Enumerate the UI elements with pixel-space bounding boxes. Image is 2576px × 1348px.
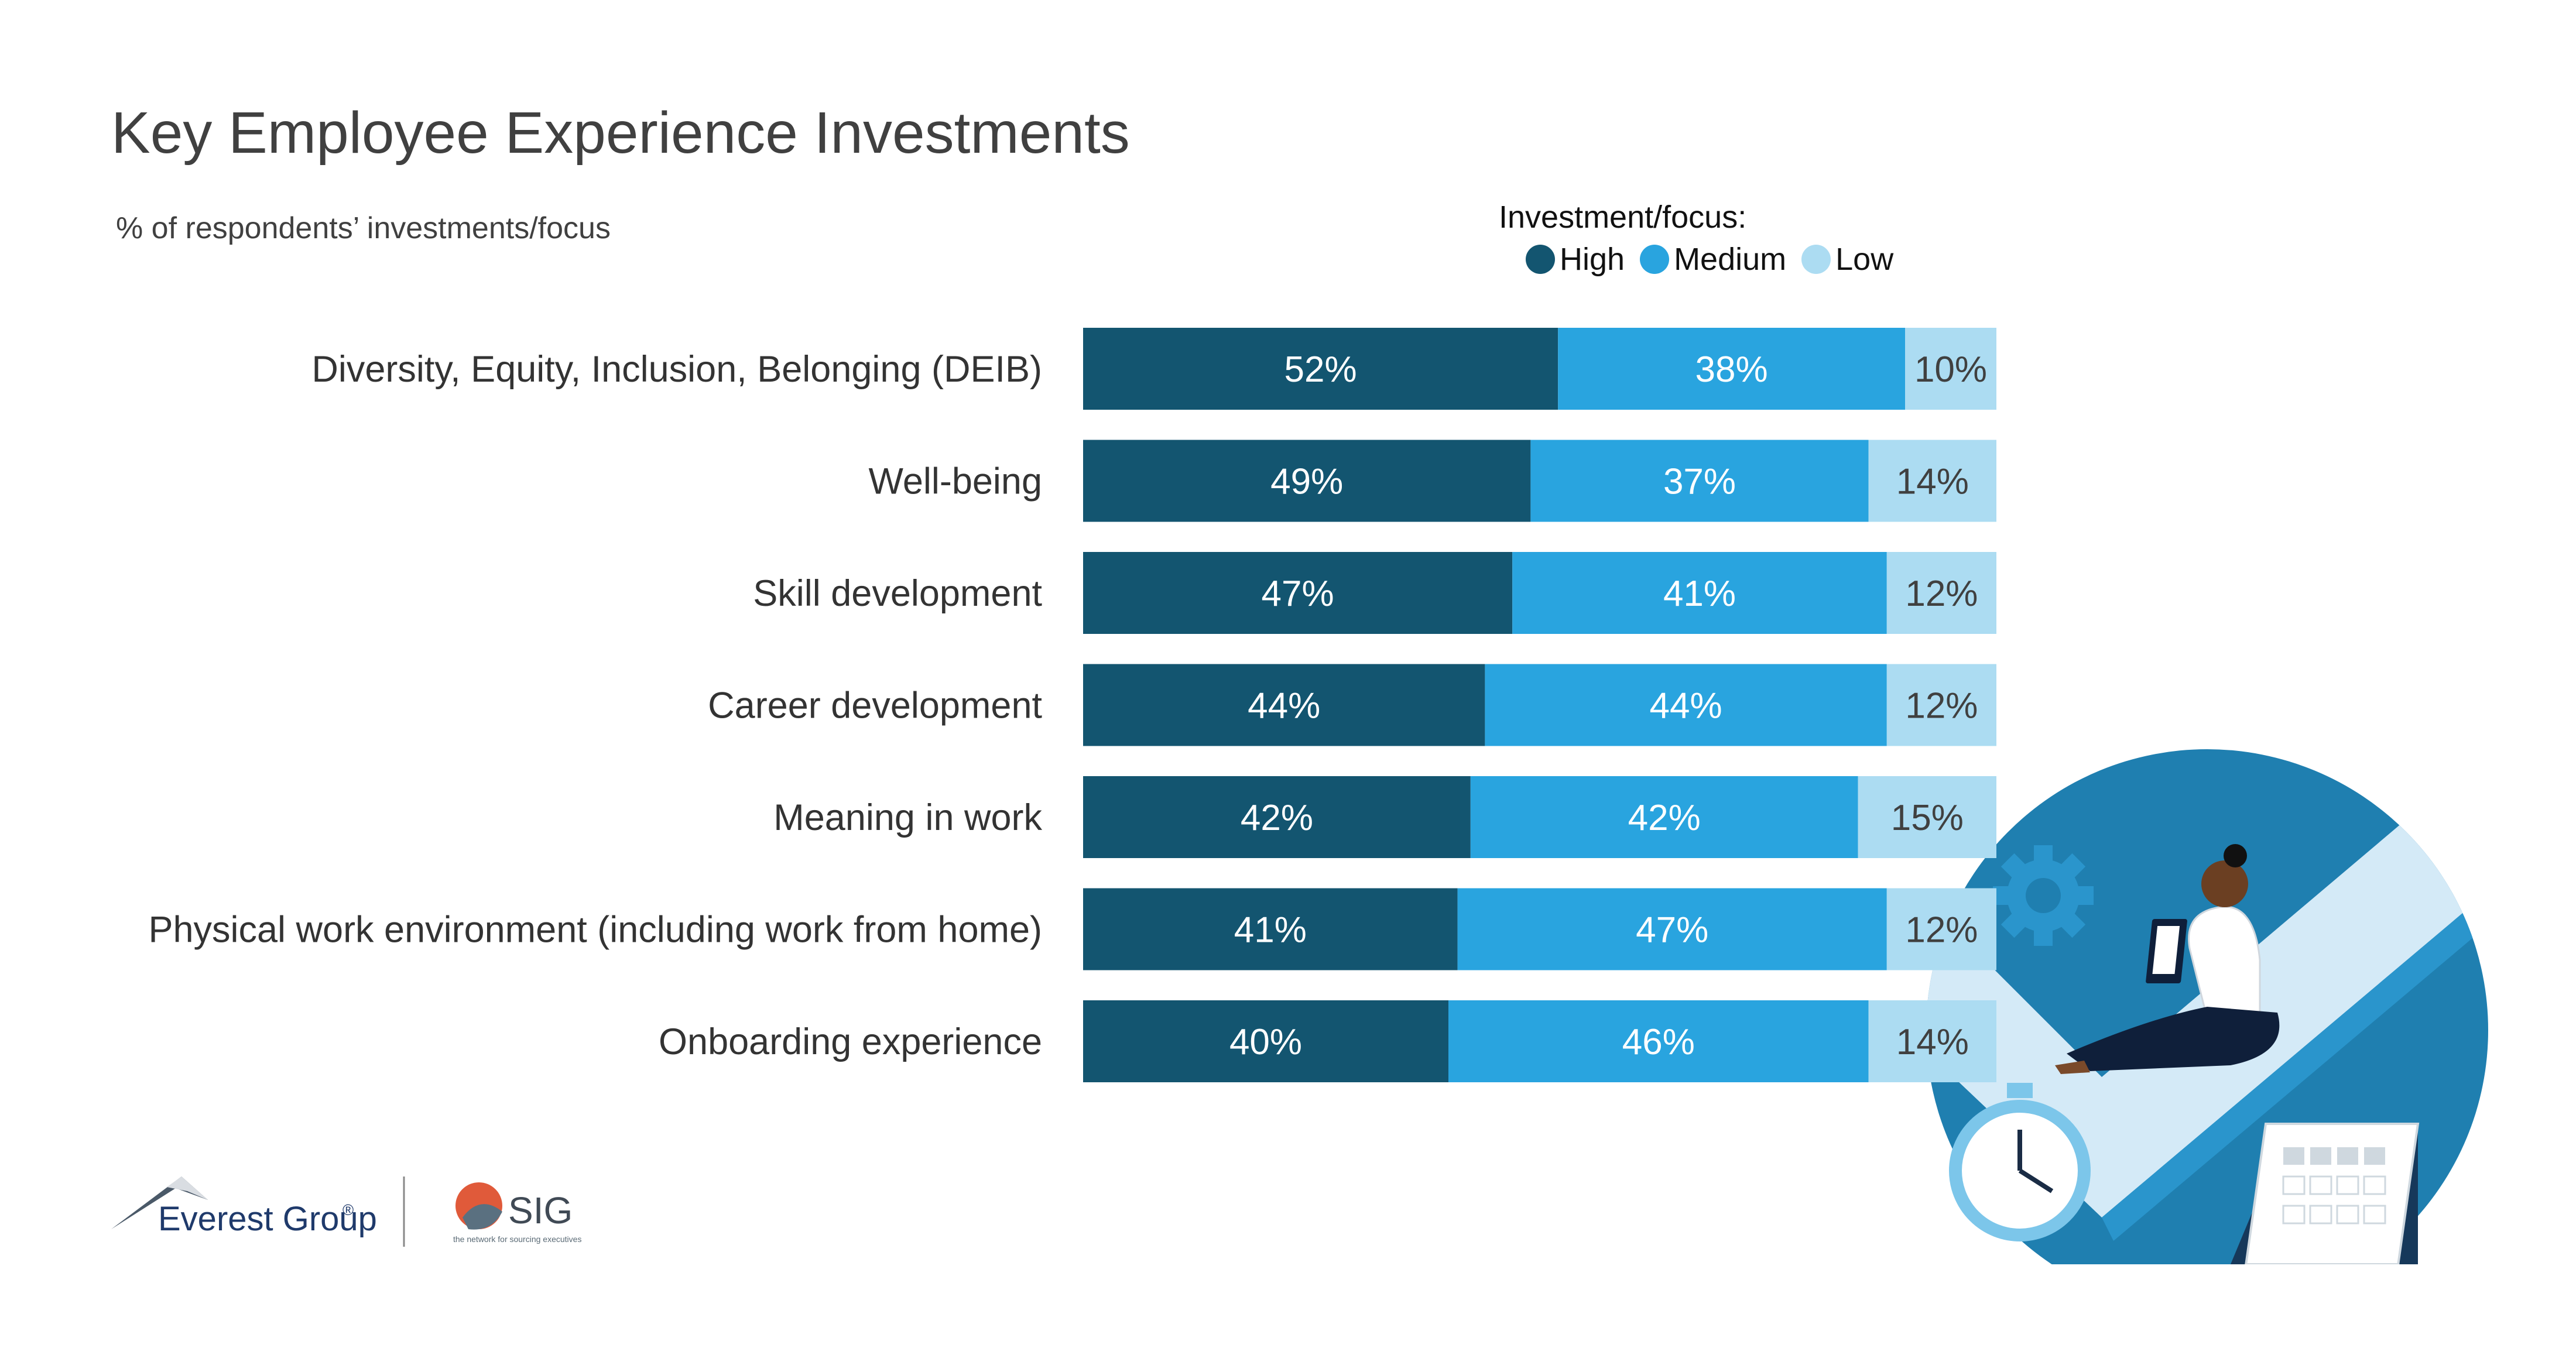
category-label-physical-work-environment-including-work-from-home: Physical work environment (including wor… bbox=[148, 910, 1042, 951]
bar-medium-skill-development bbox=[1512, 552, 1887, 634]
bar-high-physical-work-environment-including-work-from-home bbox=[1083, 888, 1458, 970]
bar-low-meaning-in-work bbox=[1858, 776, 1996, 858]
legend-title: Investment/focus: bbox=[1499, 200, 1747, 235]
legend-items: High Medium Low bbox=[1499, 241, 1893, 277]
data-label-low-career-development: 12% bbox=[1905, 686, 1978, 726]
data-label-low-well-being: 14% bbox=[1896, 462, 1969, 502]
category-label-meaning-in-work: Meaning in work bbox=[773, 797, 1042, 838]
data-label-low-physical-work-environment-including-work-from-home: 12% bbox=[1905, 910, 1978, 951]
data-label-low-diversity-equity-inclusion-belonging-deib: 10% bbox=[1914, 349, 1987, 390]
everest-group-text: Everest Group bbox=[158, 1200, 377, 1238]
bar-low-onboarding-experience bbox=[1868, 1000, 1996, 1082]
bar-low-skill-development bbox=[1886, 552, 1996, 634]
bar-medium-physical-work-environment-including-work-from-home bbox=[1457, 888, 1887, 970]
logos: Everest Group ® SIG the network for sour… bbox=[111, 1177, 581, 1247]
bar-low-diversity-equity-inclusion-belonging-deib bbox=[1905, 328, 1996, 410]
stopwatch-icon bbox=[1949, 1083, 2091, 1241]
legend-item-high: High bbox=[1526, 241, 1625, 277]
data-label-medium-meaning-in-work: 42% bbox=[1628, 798, 1701, 838]
legend-label-low: Low bbox=[1835, 242, 1894, 277]
data-label-high-skill-development: 47% bbox=[1262, 574, 1334, 614]
legend-swatch-low bbox=[1801, 245, 1831, 274]
data-label-medium-diversity-equity-inclusion-belonging-deib: 38% bbox=[1695, 349, 1768, 390]
category-label-skill-development: Skill development bbox=[753, 573, 1042, 614]
bar-high-onboarding-experience bbox=[1083, 1000, 1448, 1082]
legend-item-medium: Medium bbox=[1640, 241, 1786, 277]
data-label-high-career-development: 44% bbox=[1248, 686, 1320, 726]
bar-low-well-being bbox=[1868, 440, 1996, 522]
data-label-low-onboarding-experience: 14% bbox=[1896, 1022, 1969, 1062]
sig-text: SIG bbox=[508, 1189, 573, 1232]
data-label-high-well-being: 49% bbox=[1270, 462, 1343, 502]
data-label-high-diversity-equity-inclusion-belonging-deib: 52% bbox=[1284, 349, 1357, 390]
person-with-laptop-icon bbox=[2055, 844, 2280, 1074]
data-label-high-onboarding-experience: 40% bbox=[1229, 1022, 1302, 1062]
bar-medium-diversity-equity-inclusion-belonging-deib bbox=[1558, 328, 1905, 410]
data-label-high-meaning-in-work: 42% bbox=[1241, 798, 1313, 838]
bar-low-physical-work-environment-including-work-from-home bbox=[1886, 888, 1996, 970]
calendar-icon bbox=[2231, 1123, 2420, 1264]
sig-tagline: the network for sourcing executives bbox=[453, 1234, 581, 1244]
category-label-diversity-equity-inclusion-belonging-deib: Diversity, Equity, Inclusion, Belonging … bbox=[311, 349, 1042, 390]
category-label-well-being: Well-being bbox=[869, 461, 1042, 502]
legend-label-high: High bbox=[1560, 242, 1625, 277]
legend-item-low: Low bbox=[1801, 241, 1893, 277]
legend-swatch-medium bbox=[1640, 245, 1670, 274]
employee-illustration bbox=[1926, 749, 2488, 1264]
sig-logo: SIG the network for sourcing executives bbox=[453, 1182, 581, 1244]
bar-high-skill-development bbox=[1083, 552, 1513, 634]
data-label-medium-career-development: 44% bbox=[1650, 686, 1722, 726]
bar-high-meaning-in-work bbox=[1083, 776, 1471, 858]
checkmark-shadow bbox=[2102, 901, 2488, 1241]
data-label-high-physical-work-environment-including-work-from-home: 41% bbox=[1234, 910, 1307, 951]
bar-high-diversity-equity-inclusion-belonging-deib bbox=[1083, 328, 1558, 410]
bar-low-career-development bbox=[1886, 664, 1996, 746]
bar-medium-onboarding-experience bbox=[1448, 1000, 1869, 1082]
everest-group-logo: Everest Group ® bbox=[111, 1177, 377, 1238]
registered-mark: ® bbox=[342, 1201, 354, 1219]
chart-subtitle: % of respondents’ investments/focus bbox=[116, 211, 611, 245]
data-label-medium-well-being: 37% bbox=[1663, 462, 1736, 502]
gear-icon bbox=[1993, 845, 2094, 946]
data-label-low-meaning-in-work: 15% bbox=[1891, 798, 1964, 838]
data-label-medium-onboarding-experience: 46% bbox=[1622, 1022, 1695, 1062]
legend-swatch-high bbox=[1526, 245, 1555, 274]
category-label-onboarding-experience: Onboarding experience bbox=[659, 1021, 1042, 1062]
data-label-medium-physical-work-environment-including-work-from-home: 47% bbox=[1636, 910, 1708, 951]
bar-medium-meaning-in-work bbox=[1470, 776, 1858, 858]
data-label-medium-skill-development: 41% bbox=[1663, 574, 1736, 614]
category-label-career-development: Career development bbox=[708, 685, 1042, 726]
chart-title: Key Employee Experience Investments bbox=[111, 100, 1130, 166]
data-label-low-skill-development: 12% bbox=[1905, 574, 1978, 614]
bar-medium-career-development bbox=[1485, 664, 1887, 746]
bar-high-career-development bbox=[1083, 664, 1485, 746]
legend-label-medium: Medium bbox=[1674, 242, 1787, 277]
legend: Investment/focus: High Medium Low bbox=[1499, 199, 1893, 277]
bar-medium-well-being bbox=[1530, 440, 1869, 522]
bar-high-well-being bbox=[1083, 440, 1531, 522]
